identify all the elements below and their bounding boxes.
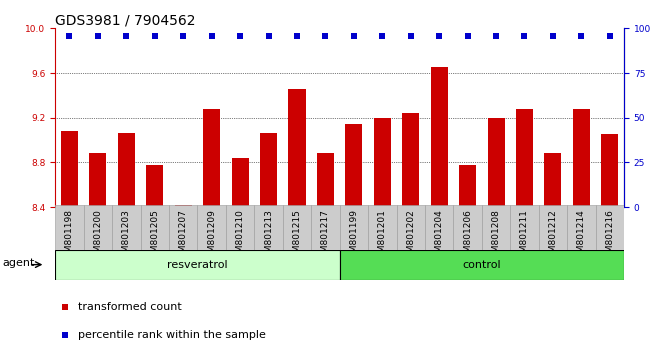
- Point: [548, 33, 558, 39]
- Bar: [510, 205, 539, 250]
- Text: GSM801209: GSM801209: [207, 209, 216, 264]
- Point: [462, 33, 473, 39]
- Bar: [231, 158, 248, 207]
- Text: GSM801212: GSM801212: [549, 209, 558, 264]
- Bar: [539, 205, 567, 250]
- Bar: [482, 205, 510, 250]
- Text: agent: agent: [3, 258, 35, 268]
- Text: GSM801207: GSM801207: [179, 209, 188, 264]
- Text: control: control: [463, 259, 501, 270]
- Bar: [55, 250, 339, 280]
- Text: percentile rank within the sample: percentile rank within the sample: [78, 330, 266, 340]
- Bar: [55, 205, 84, 250]
- Text: transformed count: transformed count: [78, 302, 182, 312]
- Bar: [368, 205, 396, 250]
- Text: GSM801198: GSM801198: [65, 209, 74, 264]
- Point: [377, 33, 387, 39]
- Bar: [374, 118, 391, 207]
- Point: [434, 33, 445, 39]
- Point: [320, 33, 331, 39]
- Text: GSM801206: GSM801206: [463, 209, 472, 264]
- Bar: [339, 250, 624, 280]
- Bar: [545, 154, 562, 207]
- Text: GSM801208: GSM801208: [491, 209, 500, 264]
- Bar: [146, 165, 163, 207]
- Bar: [90, 154, 107, 207]
- Bar: [254, 205, 283, 250]
- Point: [576, 33, 586, 39]
- Bar: [454, 205, 482, 250]
- Bar: [396, 205, 425, 250]
- Text: GDS3981 / 7904562: GDS3981 / 7904562: [55, 13, 196, 27]
- Point: [519, 33, 530, 39]
- Bar: [283, 205, 311, 250]
- Point: [263, 33, 274, 39]
- Point: [121, 33, 131, 39]
- Bar: [203, 109, 220, 207]
- Point: [60, 332, 71, 338]
- Bar: [425, 205, 454, 250]
- Text: GSM801200: GSM801200: [94, 209, 103, 264]
- Bar: [311, 205, 339, 250]
- Bar: [289, 88, 306, 207]
- Bar: [84, 205, 112, 250]
- Bar: [573, 109, 590, 207]
- Text: GSM801205: GSM801205: [150, 209, 159, 264]
- Text: GSM801204: GSM801204: [435, 209, 444, 264]
- Text: GSM801210: GSM801210: [235, 209, 244, 264]
- Bar: [601, 135, 618, 207]
- Point: [60, 304, 71, 309]
- Point: [235, 33, 245, 39]
- Text: GSM801199: GSM801199: [349, 209, 358, 264]
- Point: [178, 33, 188, 39]
- Bar: [260, 133, 277, 207]
- Text: GSM801215: GSM801215: [292, 209, 302, 264]
- Bar: [459, 165, 476, 207]
- Bar: [595, 205, 624, 250]
- Bar: [516, 109, 533, 207]
- Bar: [175, 205, 192, 207]
- Bar: [339, 205, 368, 250]
- Point: [491, 33, 501, 39]
- Bar: [118, 133, 135, 207]
- Bar: [488, 118, 504, 207]
- Bar: [169, 205, 198, 250]
- Point: [93, 33, 103, 39]
- Point: [406, 33, 416, 39]
- Text: GSM801211: GSM801211: [520, 209, 529, 264]
- Text: GSM801203: GSM801203: [122, 209, 131, 264]
- Text: GSM801202: GSM801202: [406, 209, 415, 264]
- Bar: [112, 205, 140, 250]
- Bar: [198, 205, 226, 250]
- Text: GSM801216: GSM801216: [605, 209, 614, 264]
- Bar: [345, 124, 363, 207]
- Text: GSM801213: GSM801213: [264, 209, 273, 264]
- Text: GSM801214: GSM801214: [577, 209, 586, 264]
- Point: [604, 33, 615, 39]
- Text: resveratrol: resveratrol: [167, 259, 228, 270]
- Text: GSM801217: GSM801217: [321, 209, 330, 264]
- Point: [150, 33, 160, 39]
- Bar: [140, 205, 169, 250]
- Bar: [61, 131, 78, 207]
- Bar: [402, 113, 419, 207]
- Point: [64, 33, 75, 39]
- Point: [348, 33, 359, 39]
- Bar: [317, 154, 334, 207]
- Point: [207, 33, 217, 39]
- Bar: [226, 205, 254, 250]
- Bar: [567, 205, 595, 250]
- Bar: [430, 67, 448, 207]
- Text: GSM801201: GSM801201: [378, 209, 387, 264]
- Point: [292, 33, 302, 39]
